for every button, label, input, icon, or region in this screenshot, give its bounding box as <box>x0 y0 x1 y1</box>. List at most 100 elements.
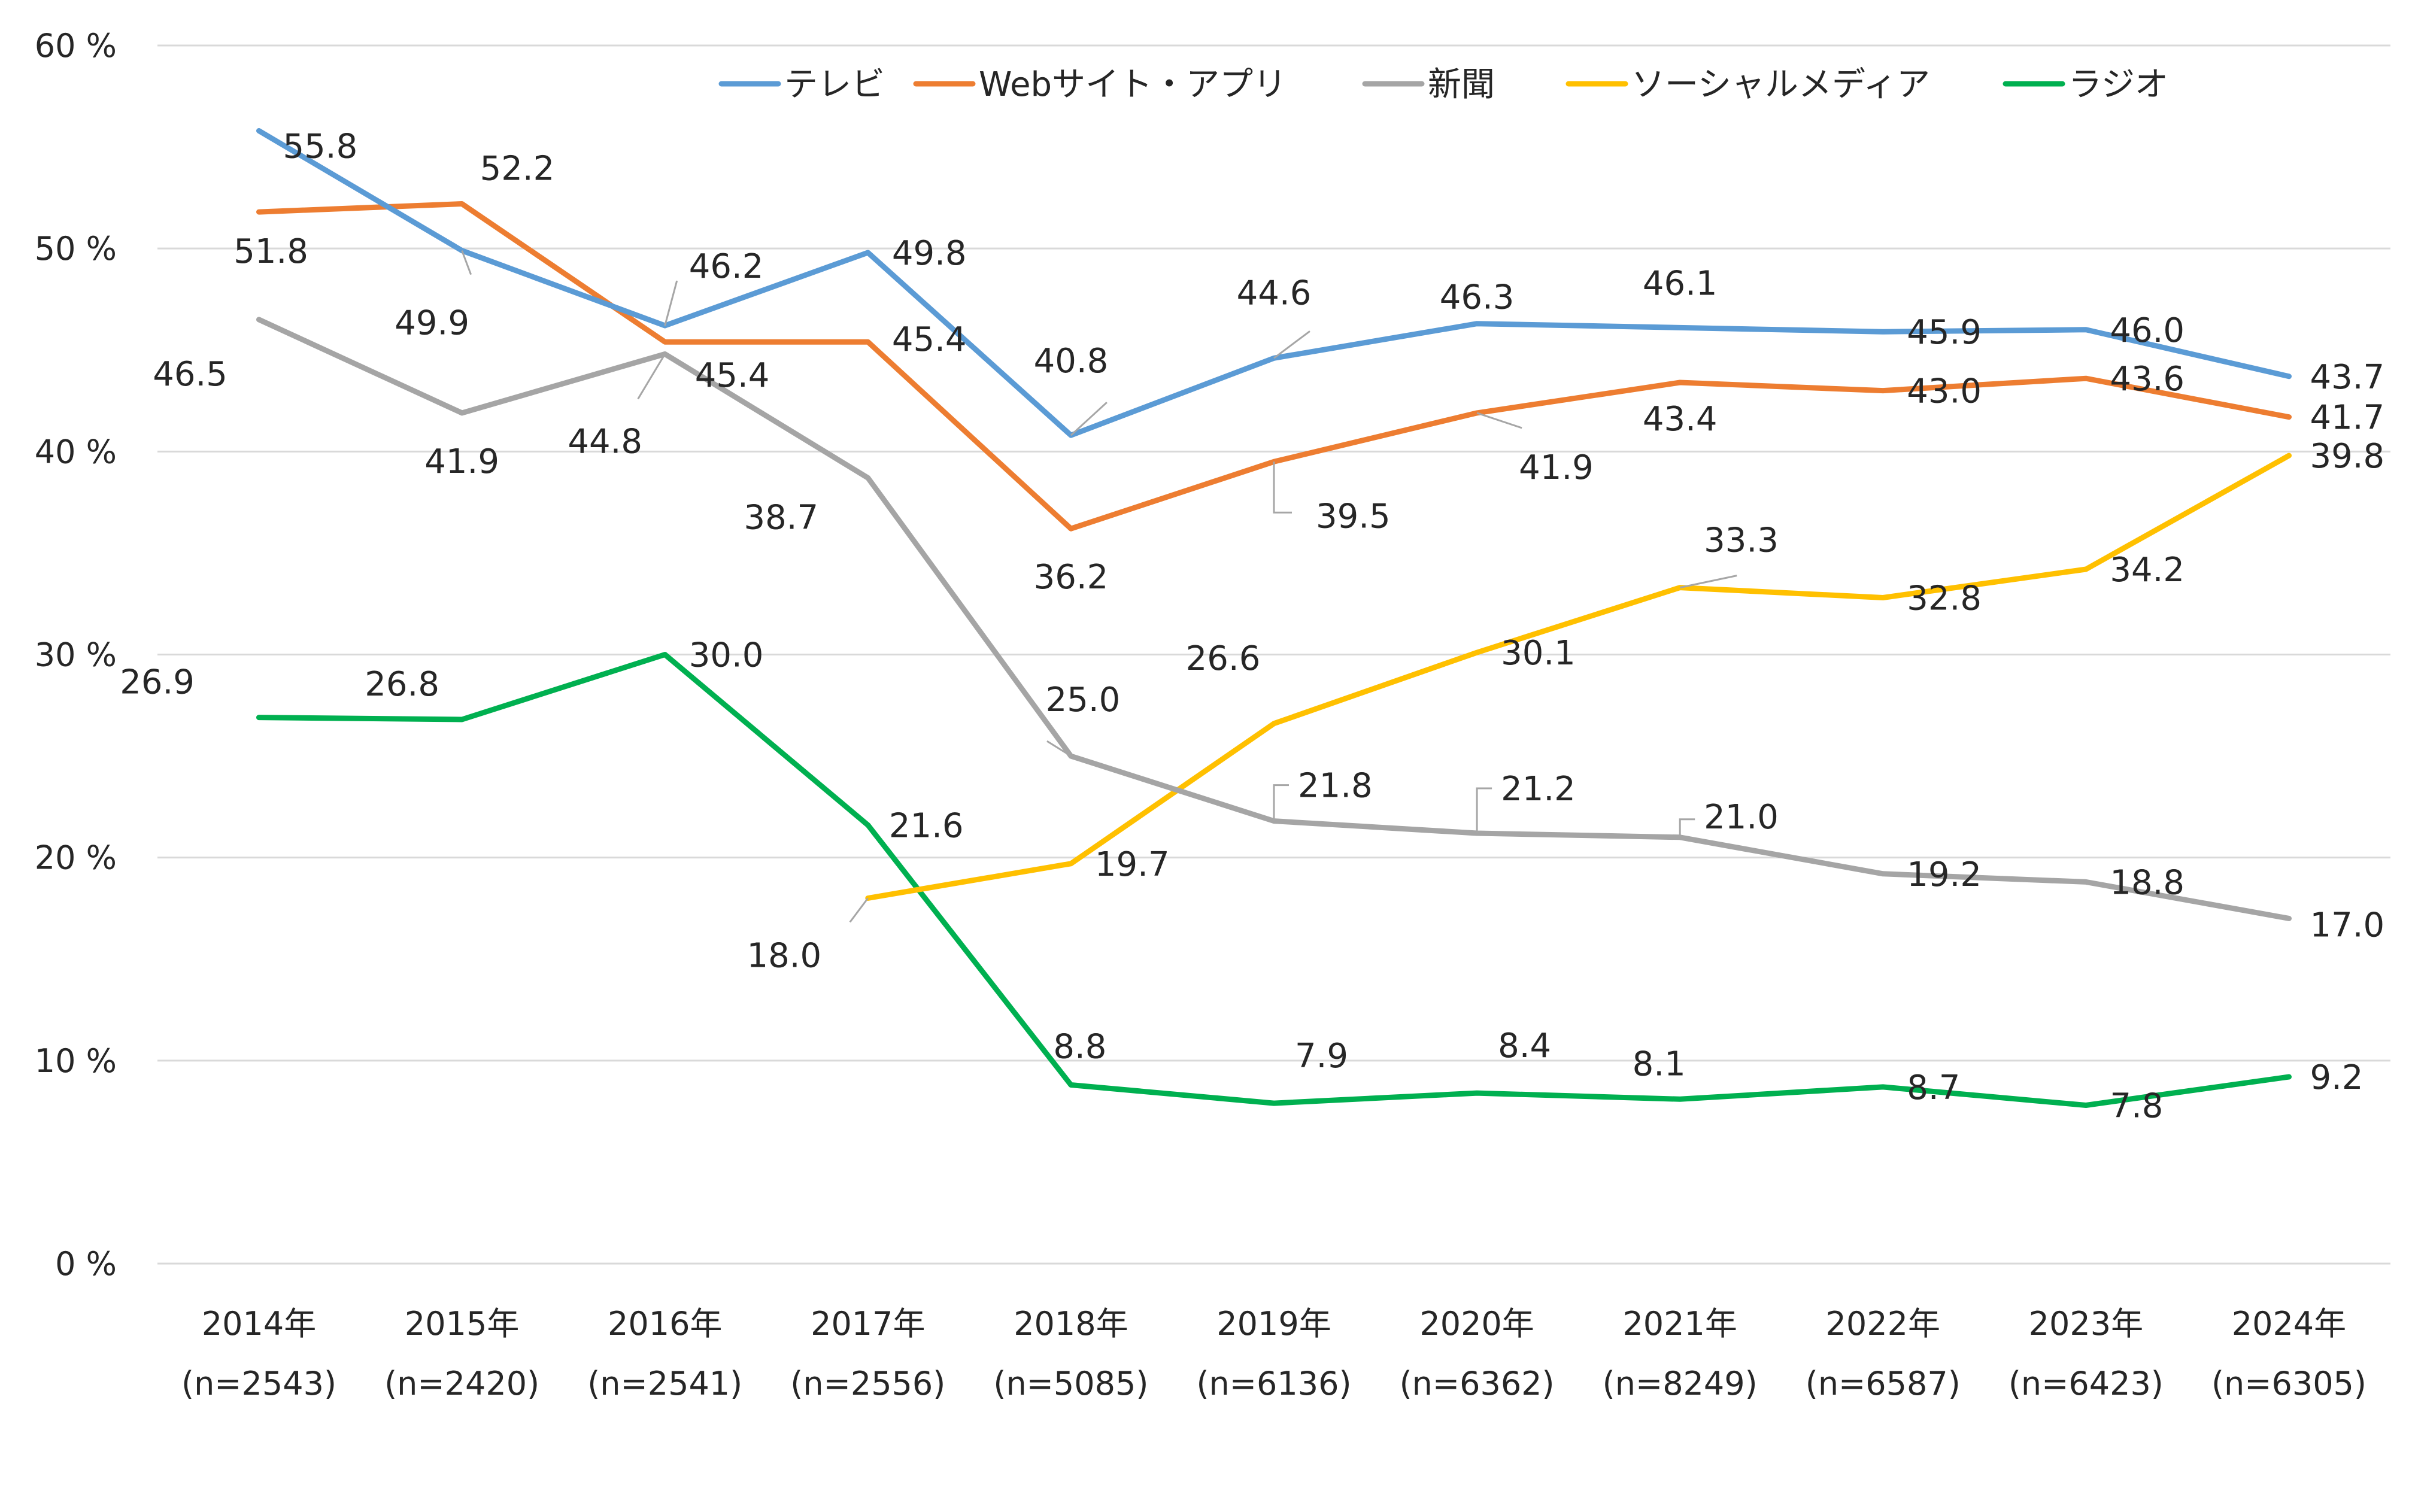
data-label: 43.6 <box>2110 360 2185 399</box>
y-tick-label: 20 % <box>35 839 117 877</box>
data-label: 44.8 <box>568 423 642 462</box>
data-label: 17.0 <box>2310 906 2384 945</box>
data-label: 8.1 <box>1633 1045 1686 1083</box>
leader-line <box>1476 412 1522 429</box>
data-label: 8.7 <box>1907 1068 1960 1107</box>
data-label: 46.3 <box>1440 278 1515 317</box>
leader-line <box>1046 740 1072 757</box>
legend-label: ソーシャルメディア <box>1631 65 1930 104</box>
data-label: 7.9 <box>1295 1037 1348 1076</box>
x-tick-label-sample: (n=2541) <box>587 1365 742 1402</box>
data-label: 32.8 <box>1907 579 1982 618</box>
series-line <box>256 317 2292 921</box>
x-tick-label-year: 2022年 <box>1826 1305 1940 1343</box>
data-label: 46.0 <box>2110 311 2185 350</box>
series-line <box>256 652 2292 1108</box>
data-label: 30.0 <box>689 636 764 675</box>
data-label: 41.9 <box>424 442 499 481</box>
data-label: 51.8 <box>233 232 308 271</box>
data-label: 46.1 <box>1643 264 1718 303</box>
x-tick-label-year: 2024年 <box>2232 1305 2346 1343</box>
x-axis: 2014年 (n=2543) 2015年 (n=2420) 2016年 (n=2541) 2… <box>181 1305 2366 1402</box>
x-tick-label-year: 2021年 <box>1622 1305 1737 1343</box>
y-tick-label: 60 % <box>35 27 117 65</box>
data-label: 55.8 <box>283 127 358 166</box>
y-tick-label: 30 % <box>35 636 117 674</box>
x-tick-label-sample: (n=6423) <box>2008 1365 2164 1402</box>
x-tick-label-sample: (n=6587) <box>1806 1365 1961 1402</box>
x-tick-label-year: 2016年 <box>608 1305 722 1343</box>
x-tick-label-sample: (n=6305) <box>2211 1365 2366 1402</box>
leader-line <box>1070 402 1108 436</box>
data-label: 46.2 <box>689 247 764 286</box>
x-tick-label-sample: (n=6362) <box>1400 1365 1555 1402</box>
leader-line <box>1476 787 1492 833</box>
data-label: 8.8 <box>1053 1028 1106 1067</box>
y-tick-label: 50 % <box>35 230 117 268</box>
leader-line <box>849 897 869 923</box>
legend-label: テレビ <box>784 65 885 104</box>
data-label: 19.2 <box>1907 855 1982 894</box>
data-label: 8.4 <box>1498 1027 1551 1065</box>
y-tick-label: 0 % <box>55 1245 117 1283</box>
leader-line <box>637 353 666 400</box>
leader-line <box>664 280 678 326</box>
x-tick-label-year: 2018年 <box>1014 1305 1128 1343</box>
series-line <box>865 453 2292 901</box>
gridlines <box>157 44 2390 1265</box>
legend-label: Webサイト・アプリ <box>979 65 1287 104</box>
data-labels: 55.8 49.9 46.2 49.8 40.8 44.6 46.3 46.1 45.9 46.0… <box>120 127 2384 1125</box>
leader-line <box>461 250 472 275</box>
x-tick-label-sample: (n=2543) <box>181 1365 336 1402</box>
data-label: 34.2 <box>2110 551 2185 590</box>
legend-label: 新聞 <box>1428 65 1495 104</box>
data-label: 45.9 <box>1907 313 1982 352</box>
data-label: 43.7 <box>2310 358 2384 397</box>
data-label: 26.8 <box>365 665 439 704</box>
data-label: 36.2 <box>1034 558 1109 597</box>
data-label: 39.5 <box>1316 497 1391 536</box>
data-label: 26.6 <box>1186 639 1261 678</box>
data-label: 43.0 <box>1907 372 1982 411</box>
x-tick-label-sample: (n=2556) <box>790 1365 945 1402</box>
x-tick-label-sample: (n=6136) <box>1196 1365 1351 1402</box>
leader-line <box>1273 462 1292 514</box>
data-label: 19.7 <box>1095 845 1170 884</box>
data-label: 44.6 <box>1237 274 1312 312</box>
y-axis: 0 % 10 % 20 % 30 % 40 % 50 % 60 % <box>35 27 117 1283</box>
data-label: 49.9 <box>395 304 469 343</box>
leader-line <box>1273 784 1289 821</box>
data-label: 33.3 <box>1704 521 1779 560</box>
data-label: 18.0 <box>747 937 821 976</box>
data-label: 38.7 <box>744 498 818 537</box>
x-tick-label-year: 2014年 <box>202 1305 316 1343</box>
data-label: 7.8 <box>2110 1086 2163 1125</box>
data-label: 45.4 <box>695 356 770 395</box>
x-tick-label-sample: (n=5085) <box>993 1365 1148 1402</box>
data-label: 18.8 <box>2110 863 2185 902</box>
data-label: 40.8 <box>1034 342 1109 381</box>
data-label: 39.8 <box>2310 437 2384 476</box>
data-label: 21.6 <box>889 806 964 845</box>
data-label: 49.8 <box>892 234 967 273</box>
y-tick-label: 10 % <box>35 1042 117 1080</box>
legend: テレビ Webサイト・アプリ 新聞 ソーシャルメディア ラジオ <box>718 65 2168 104</box>
data-label: 9.2 <box>2310 1058 2363 1097</box>
leader-line <box>1679 575 1737 589</box>
data-label: 21.8 <box>1298 767 1373 806</box>
data-label: 41.9 <box>1519 448 1594 487</box>
data-label: 43.4 <box>1643 400 1718 439</box>
x-tick-label-year: 2019年 <box>1216 1305 1331 1343</box>
data-label: 21.0 <box>1704 798 1779 837</box>
data-label: 25.0 <box>1046 681 1121 719</box>
leader-line <box>1273 330 1310 359</box>
data-label: 30.1 <box>1501 634 1576 673</box>
x-tick-label-year: 2017年 <box>811 1305 925 1343</box>
data-label: 45.4 <box>892 320 967 359</box>
leader-line <box>1679 818 1695 837</box>
data-label: 21.2 <box>1501 770 1576 809</box>
x-tick-label-year: 2020年 <box>1419 1305 1534 1343</box>
y-tick-label: 40 % <box>35 433 117 470</box>
data-label: 46.5 <box>153 355 227 394</box>
